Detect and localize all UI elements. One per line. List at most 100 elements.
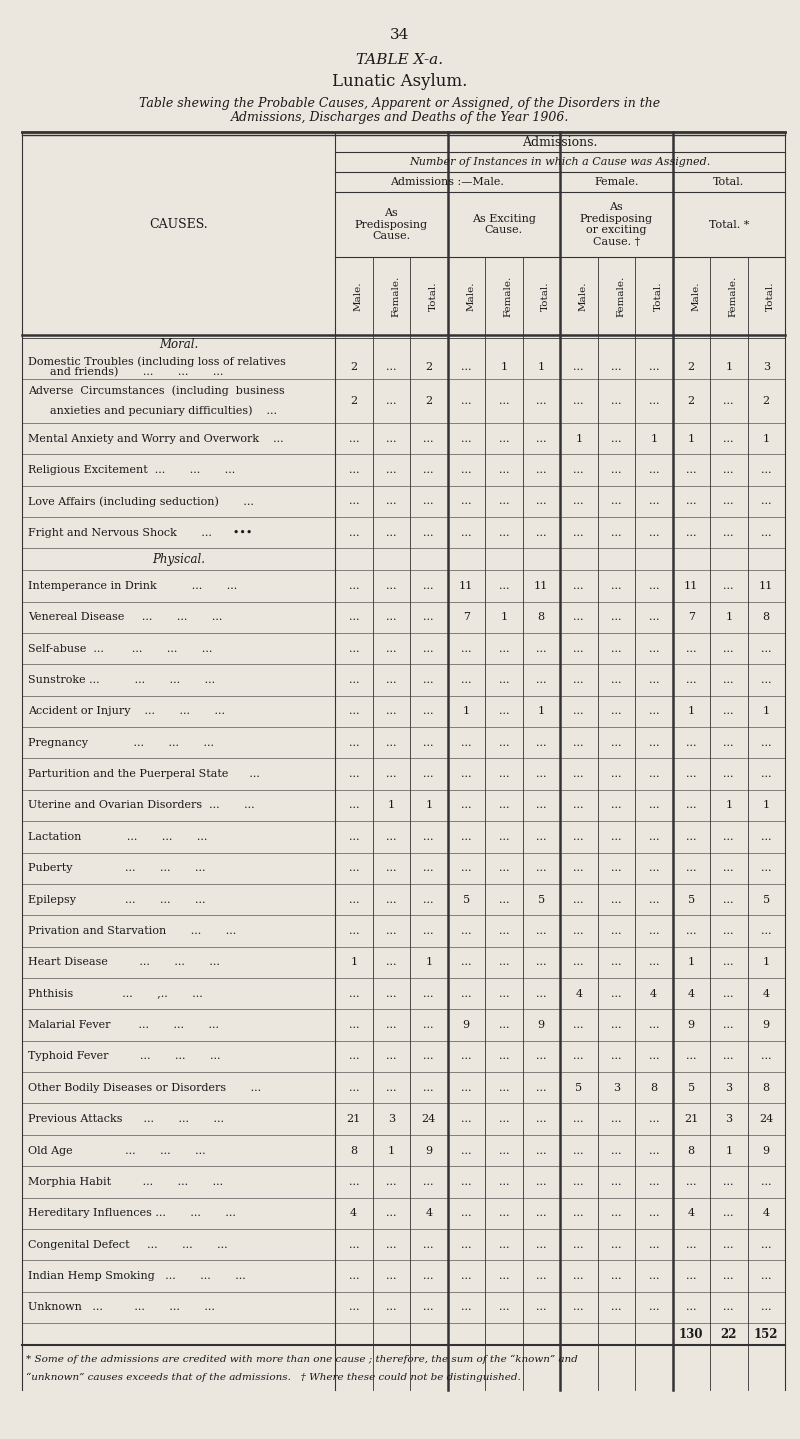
Text: ...: ... <box>649 528 659 538</box>
Text: ...: ... <box>649 396 659 406</box>
Text: ...: ... <box>423 1052 434 1062</box>
Text: ...: ... <box>498 863 509 873</box>
Text: 9: 9 <box>688 1020 695 1030</box>
Text: Pregnancy             ...       ...       ...: Pregnancy ... ... ... <box>28 738 214 748</box>
Text: ...: ... <box>536 1209 546 1219</box>
Text: ...: ... <box>649 925 659 935</box>
Text: Other Bodily Diseases or Disorders       ...: Other Bodily Diseases or Disorders ... <box>28 1082 261 1092</box>
Text: ...: ... <box>574 643 584 653</box>
Text: ...: ... <box>649 1209 659 1219</box>
Text: ...: ... <box>386 1239 397 1249</box>
Text: ...: ... <box>461 738 471 748</box>
Text: ...: ... <box>574 738 584 748</box>
Text: ...: ... <box>349 832 359 842</box>
Text: ...: ... <box>498 800 509 810</box>
Text: ...: ... <box>723 738 734 748</box>
Text: ...: ... <box>461 643 471 653</box>
Text: 1: 1 <box>538 707 545 717</box>
Text: 2: 2 <box>350 396 358 406</box>
Text: ...: ... <box>461 1271 471 1281</box>
Text: Male.: Male. <box>691 281 700 311</box>
Text: ...: ... <box>761 1302 771 1312</box>
Text: ...: ... <box>611 925 622 935</box>
Text: ...: ... <box>761 1239 771 1249</box>
Text: ...: ... <box>574 957 584 967</box>
Text: ...: ... <box>386 361 397 371</box>
Text: ...: ... <box>611 581 622 591</box>
Text: 8: 8 <box>538 613 545 622</box>
Text: ...: ... <box>461 528 471 538</box>
Text: 4: 4 <box>650 989 658 999</box>
Text: Phthisis              ...       ,..       ...: Phthisis ... ,.. ... <box>28 989 202 999</box>
Text: 5: 5 <box>762 895 770 905</box>
Text: ...: ... <box>423 1271 434 1281</box>
Text: ...: ... <box>423 465 434 475</box>
Text: Previous Attacks      ...       ...       ...: Previous Attacks ... ... ... <box>28 1114 224 1124</box>
Text: Total. *: Total. * <box>709 220 749 229</box>
Text: ...: ... <box>423 528 434 538</box>
Text: 5: 5 <box>688 1082 695 1092</box>
Text: ...: ... <box>536 465 546 475</box>
Text: ...: ... <box>461 957 471 967</box>
Text: 9: 9 <box>538 1020 545 1030</box>
Text: ...: ... <box>723 768 734 778</box>
Text: ...: ... <box>649 496 659 507</box>
Text: ...: ... <box>536 832 546 842</box>
Text: ...: ... <box>761 675 771 685</box>
Text: ...: ... <box>574 675 584 685</box>
Text: ...: ... <box>461 1209 471 1219</box>
Text: ...: ... <box>386 832 397 842</box>
Text: ...: ... <box>574 1302 584 1312</box>
Text: ...: ... <box>723 1177 734 1187</box>
Text: ...: ... <box>574 925 584 935</box>
Text: Typhoid Fever         ...       ...       ...: Typhoid Fever ... ... ... <box>28 1052 221 1062</box>
Text: 7: 7 <box>688 613 694 622</box>
Text: Total.: Total. <box>429 281 438 311</box>
Text: ...: ... <box>386 1271 397 1281</box>
Text: TABLE X-a.: TABLE X-a. <box>357 53 443 68</box>
Text: ...: ... <box>611 863 622 873</box>
Text: ...: ... <box>536 643 546 653</box>
Text: 8: 8 <box>762 1082 770 1092</box>
Text: * Some of the admissions are credited with more than one cause ; therefore, the : * Some of the admissions are credited wi… <box>26 1356 578 1364</box>
Text: ...: ... <box>498 707 509 717</box>
Text: ...: ... <box>723 1239 734 1249</box>
Text: ...: ... <box>461 863 471 873</box>
Text: ...: ... <box>761 832 771 842</box>
Text: 5: 5 <box>538 895 545 905</box>
Text: Malarial Fever        ...       ...       ...: Malarial Fever ... ... ... <box>28 1020 219 1030</box>
Text: ...: ... <box>536 1302 546 1312</box>
Text: ...: ... <box>386 738 397 748</box>
Text: Venereal Disease     ...       ...       ...: Venereal Disease ... ... ... <box>28 613 222 622</box>
Text: ...: ... <box>349 1239 359 1249</box>
Text: Religious Excitement  ...       ...       ...: Religious Excitement ... ... ... <box>28 465 235 475</box>
Text: ...: ... <box>386 989 397 999</box>
Text: ...: ... <box>386 895 397 905</box>
Text: 11: 11 <box>759 581 774 591</box>
Text: ...: ... <box>423 433 434 443</box>
Text: 4: 4 <box>688 1209 695 1219</box>
Text: ...: ... <box>686 925 697 935</box>
Text: ...: ... <box>386 465 397 475</box>
Text: Female.: Female. <box>504 275 513 317</box>
Text: Table shewing the Probable Causes, Apparent or Assigned, of the Disorders in the: Table shewing the Probable Causes, Appar… <box>139 96 661 109</box>
Text: 2: 2 <box>688 396 695 406</box>
Text: Total.: Total. <box>542 281 550 311</box>
Text: ...: ... <box>649 1052 659 1062</box>
Text: ...: ... <box>611 1302 622 1312</box>
Text: ...: ... <box>461 361 471 371</box>
Text: ...: ... <box>611 361 622 371</box>
Text: ...: ... <box>611 1114 622 1124</box>
Text: ...: ... <box>611 1052 622 1062</box>
Text: ...: ... <box>386 768 397 778</box>
Text: ...: ... <box>536 800 546 810</box>
Text: ...: ... <box>498 496 509 507</box>
Text: 1: 1 <box>388 800 395 810</box>
Text: ...: ... <box>498 465 509 475</box>
Text: Male.: Male. <box>354 281 362 311</box>
Text: ...: ... <box>723 895 734 905</box>
Text: 4: 4 <box>425 1209 432 1219</box>
Text: ...: ... <box>386 643 397 653</box>
Text: ...: ... <box>461 1145 471 1156</box>
Text: ...: ... <box>723 465 734 475</box>
